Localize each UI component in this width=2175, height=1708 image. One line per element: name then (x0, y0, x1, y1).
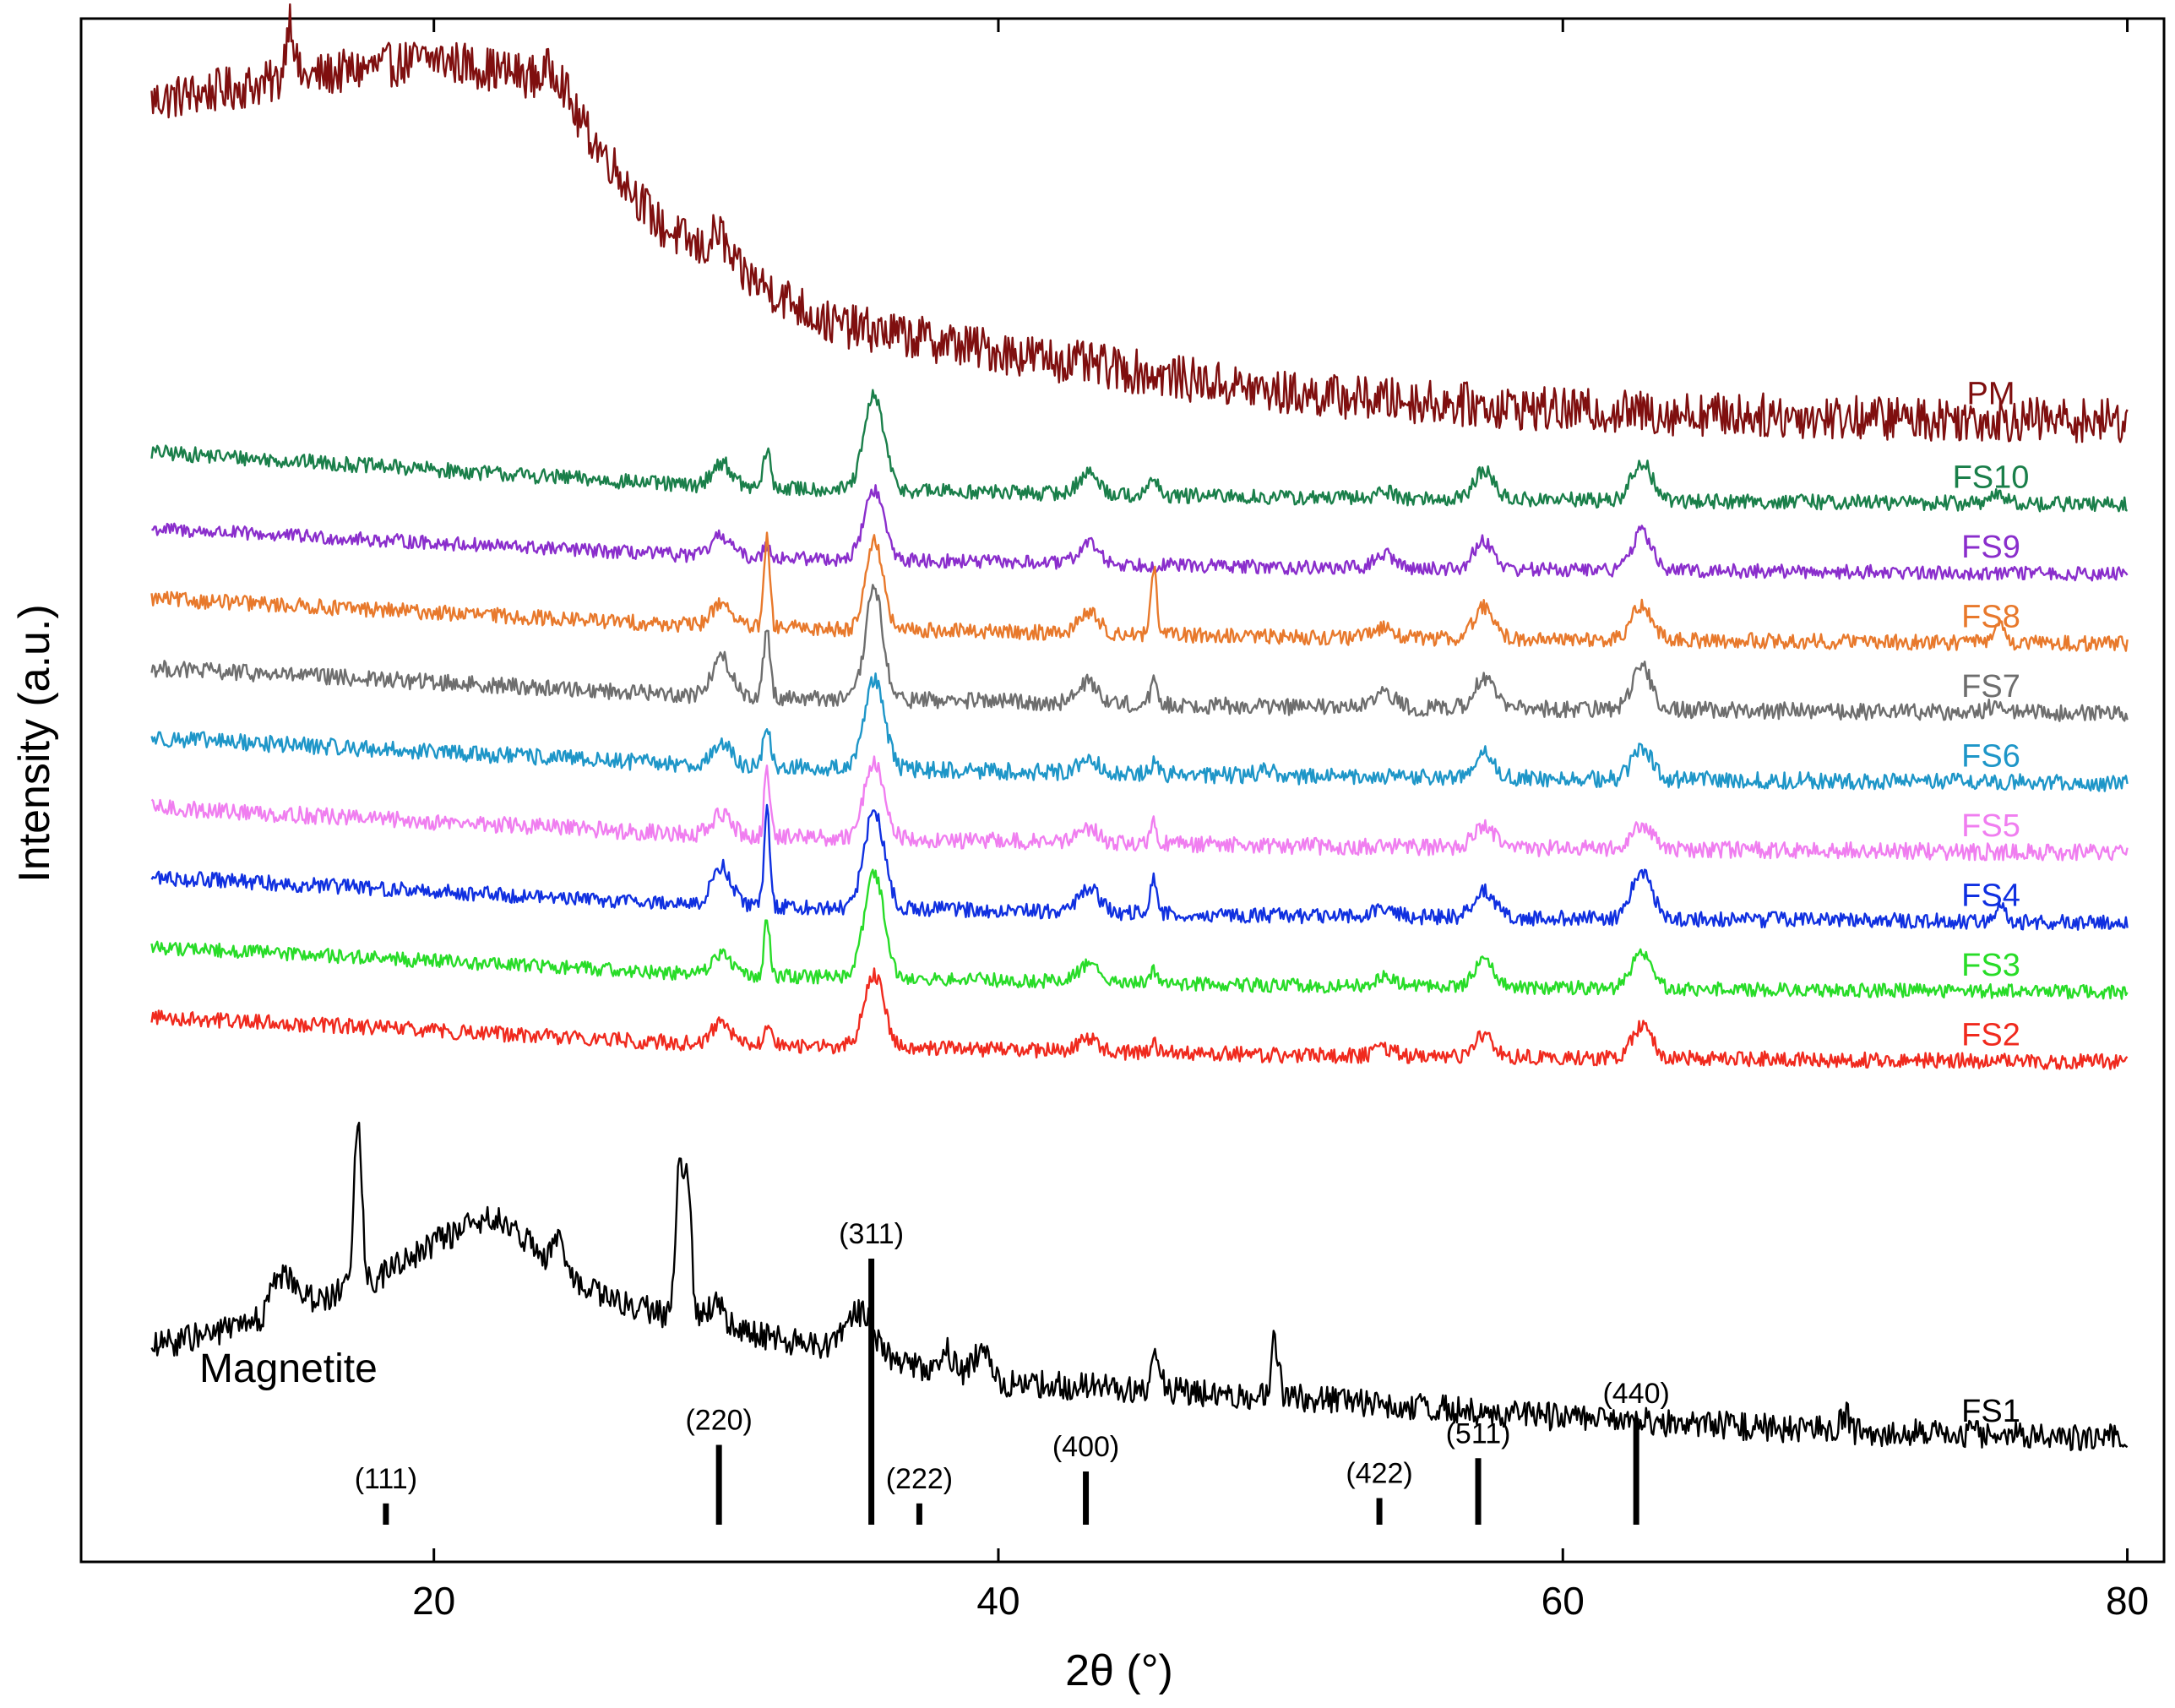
x-tick-label: 40 (976, 1579, 1020, 1623)
series-line-fs6 (150, 672, 2129, 792)
series-line-fs3 (150, 868, 2129, 1000)
series-label-fs7: FS7 (1961, 669, 2020, 704)
series-line-fs1 (150, 1121, 2129, 1452)
series-label-fs8: FS8 (1961, 599, 2020, 634)
x-axis-ticks: 20 40 60 80 (412, 19, 2149, 1623)
y-axis-label: Intensity (a.u.) (10, 604, 59, 882)
series-line-fs2 (150, 967, 2129, 1070)
reference-hkl-label: (220) (685, 1405, 752, 1437)
reference-hkl-label: (111) (355, 1463, 417, 1495)
x-tick-label: 20 (412, 1579, 455, 1623)
series-label-fs10: FS10 (1953, 460, 2030, 495)
series-line-fs9 (151, 484, 2129, 582)
x-tick-label: 60 (1542, 1579, 1585, 1623)
magnetite-reference: (111) (220) (311) (222) (400) (422) (511) (440) (355, 1218, 1670, 1525)
series-label-fs2: FS2 (1961, 1017, 2020, 1053)
series-label-fs3: FS3 (1961, 948, 2020, 983)
series-label-fs9: FS9 (1961, 530, 2020, 565)
series-line-fs10 (150, 389, 2128, 513)
reference-name: Magnetite (199, 1346, 378, 1391)
reference-hkl-label: (440) (1602, 1378, 1669, 1410)
series-label-fs6: FS6 (1961, 738, 2020, 774)
plot-frame (79, 17, 2166, 1564)
series-label-fs5: FS5 (1961, 808, 2020, 844)
x-axis-label: 2θ (°) (1065, 1646, 1173, 1695)
reference-hkl-label: (400) (1052, 1431, 1119, 1463)
reference-hkl-label: (222) (886, 1463, 953, 1495)
x-tick-label: 80 (2106, 1579, 2149, 1623)
series-line-pm (150, 3, 2129, 443)
series-line-fs5 (150, 755, 2129, 862)
series-label-fs4: FS4 (1961, 878, 2020, 913)
reference-hkl-label: (511) (1446, 1417, 1511, 1450)
series-label-fs1: FS1 (1961, 1394, 2020, 1429)
reference-hkl-label: (422) (1346, 1458, 1412, 1490)
series-line-fs7 (150, 584, 2129, 722)
series-label-pm: PM (1967, 376, 2015, 411)
series-labels: PM FS10 FS9 FS8 FS7 FS6 FS5 FS4 FS3 FS2 FS1 (1953, 376, 2030, 1429)
series-layer (150, 3, 2129, 1452)
series-line-fs4 (150, 803, 2129, 931)
series-line-fs8 (150, 531, 2129, 652)
reference-hkl-label: (311) (839, 1218, 904, 1250)
